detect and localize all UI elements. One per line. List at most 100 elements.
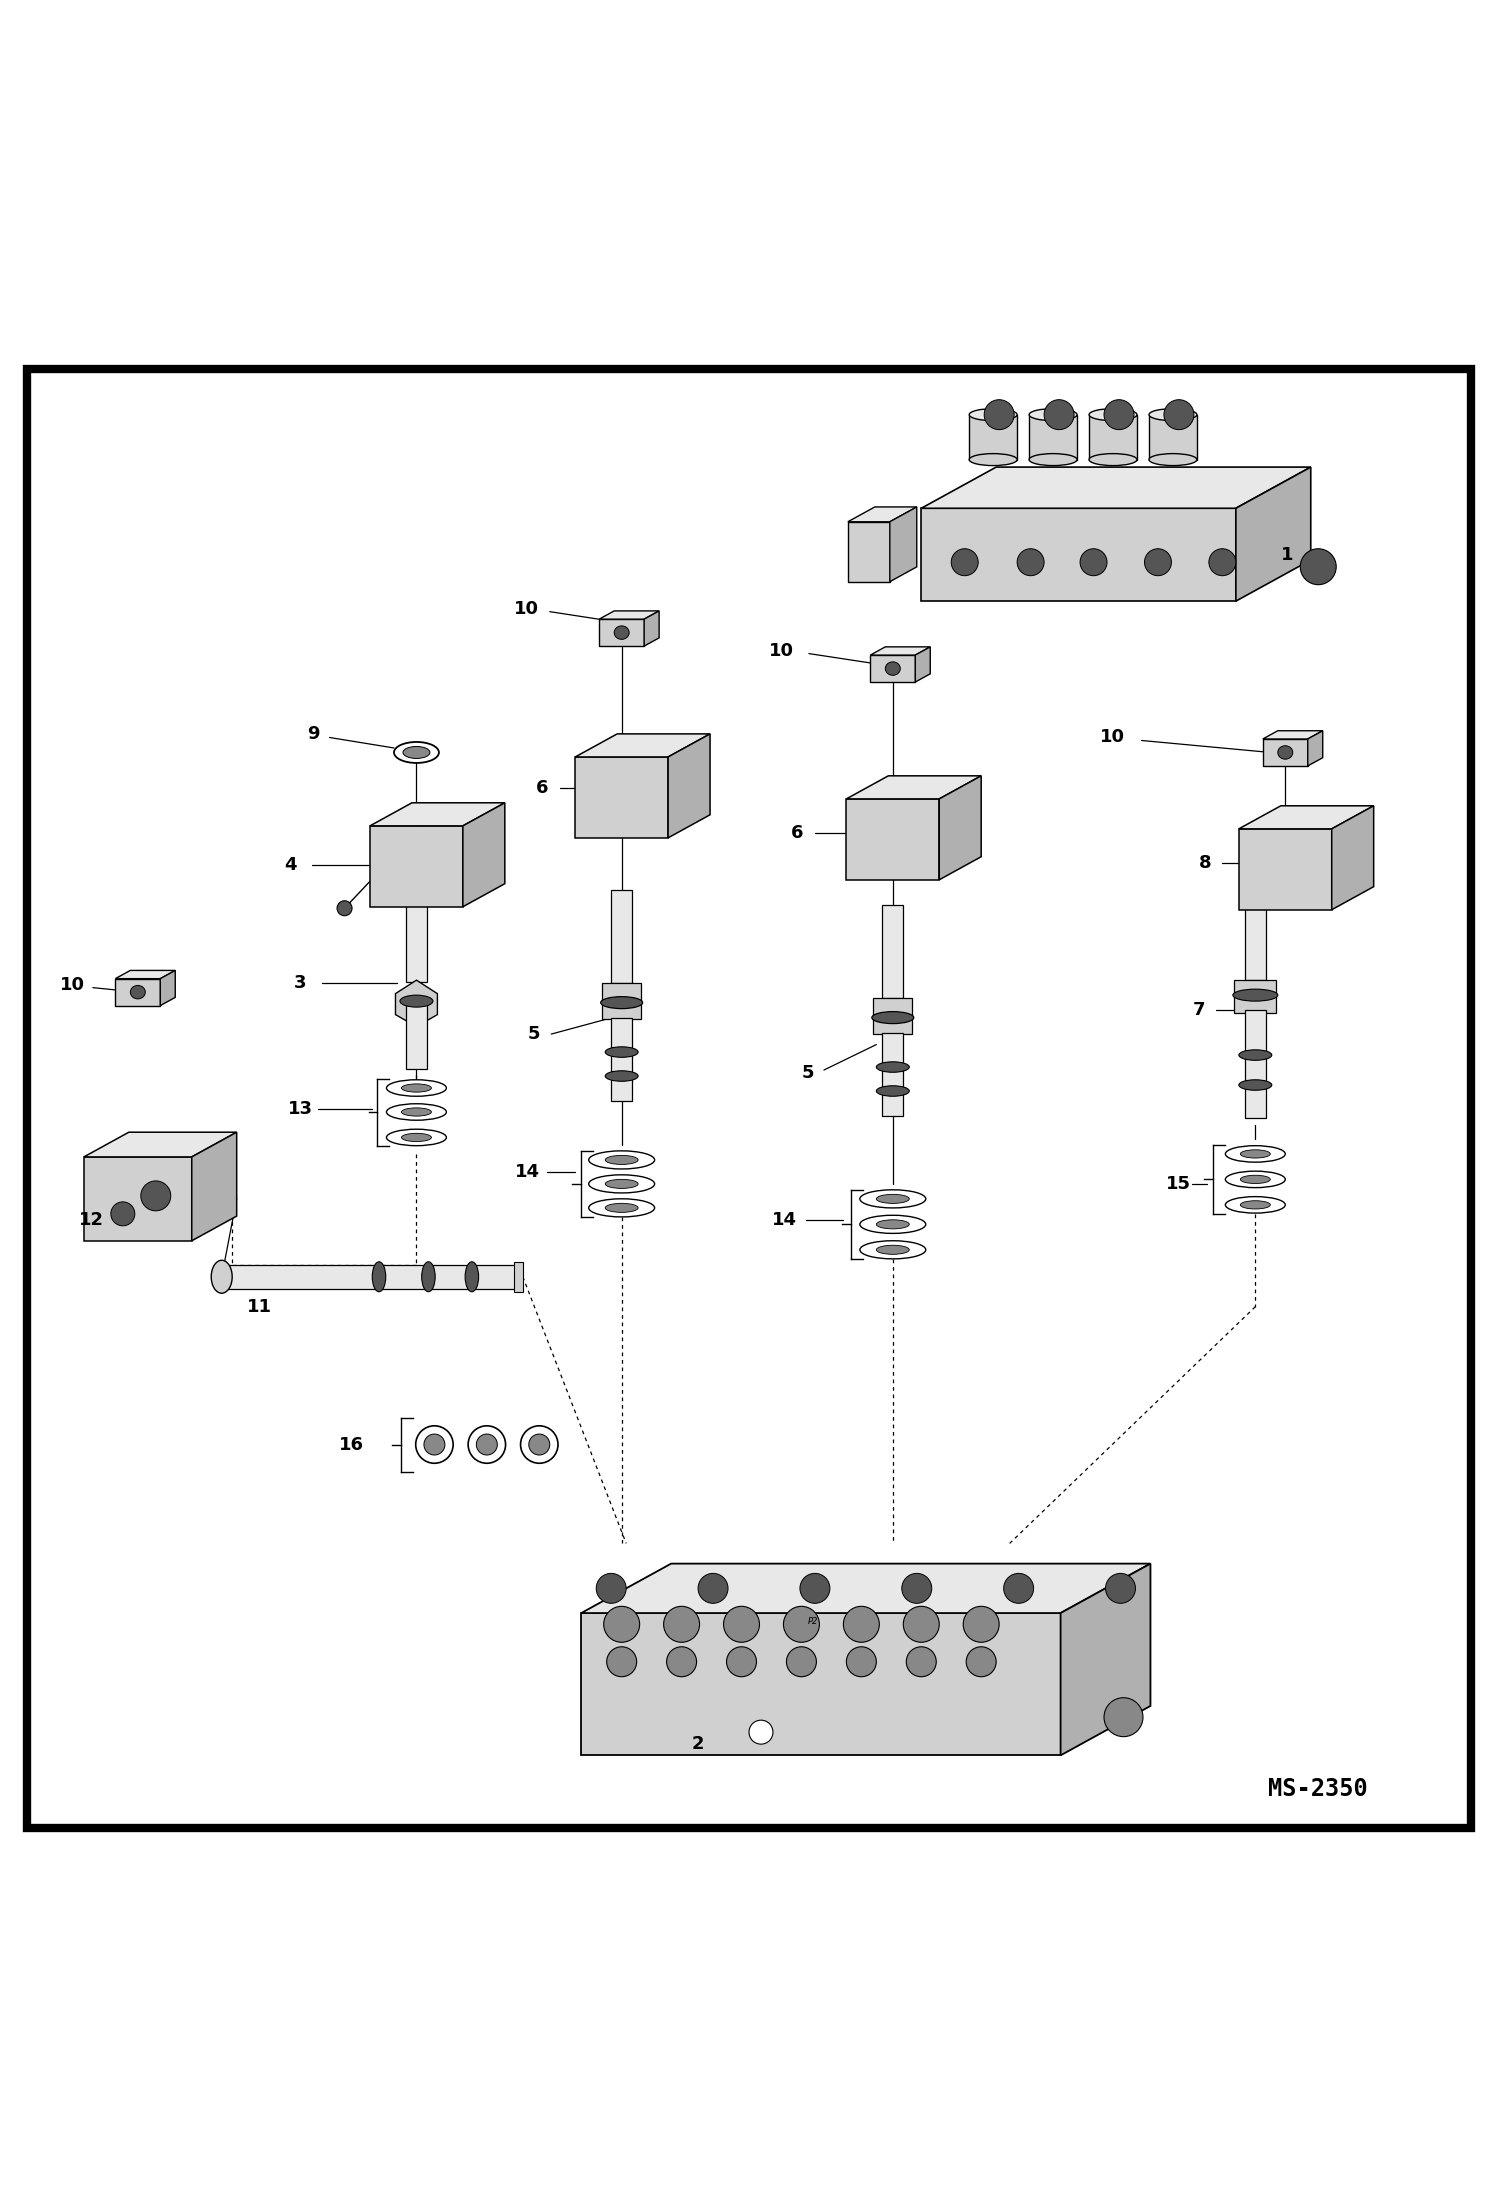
Bar [222,1264,521,1288]
Text: 10: 10 [60,976,85,994]
Circle shape [800,1573,830,1604]
Circle shape [846,1648,876,1676]
Polygon shape [1308,731,1323,766]
Polygon shape [463,803,505,906]
Circle shape [1209,548,1236,575]
Ellipse shape [386,1130,446,1145]
Polygon shape [915,647,930,682]
Bar [1234,981,1276,1014]
Ellipse shape [605,1047,638,1058]
Ellipse shape [860,1242,926,1259]
Polygon shape [575,733,710,757]
Ellipse shape [1029,408,1077,421]
Polygon shape [599,610,659,619]
Ellipse shape [614,625,629,638]
Circle shape [1300,548,1336,584]
Circle shape [1017,548,1044,575]
Text: 5: 5 [527,1025,539,1042]
Polygon shape [581,1564,1150,1613]
Ellipse shape [1278,746,1293,759]
Polygon shape [115,970,175,979]
Text: 5: 5 [801,1064,813,1082]
Ellipse shape [211,1259,232,1292]
Polygon shape [370,825,463,906]
Bar [611,891,632,983]
Text: 13: 13 [288,1099,313,1119]
Circle shape [902,1573,932,1604]
Ellipse shape [373,1262,386,1292]
Circle shape [607,1648,637,1676]
Bar [611,1018,632,1101]
Ellipse shape [401,1134,431,1141]
Ellipse shape [386,1104,446,1121]
Ellipse shape [876,1062,909,1073]
Circle shape [1004,1573,1034,1604]
Circle shape [783,1606,819,1643]
Text: MS-2350: MS-2350 [1269,1777,1368,1801]
Circle shape [604,1606,640,1643]
Bar [1089,415,1137,459]
Ellipse shape [969,454,1017,465]
Bar [406,891,427,981]
Polygon shape [160,970,175,1005]
Polygon shape [846,799,939,880]
Polygon shape [870,656,915,682]
Ellipse shape [1239,1079,1272,1090]
Polygon shape [1061,1564,1150,1755]
Bar [882,906,903,998]
Circle shape [903,1606,939,1643]
Text: 14: 14 [515,1163,541,1180]
Ellipse shape [885,663,900,676]
Text: 2: 2 [692,1735,704,1753]
Bar [1245,875,1266,981]
Circle shape [963,1606,999,1643]
Polygon shape [575,757,668,838]
Ellipse shape [1089,408,1137,421]
Ellipse shape [1240,1176,1270,1183]
Ellipse shape [1233,989,1278,1000]
Ellipse shape [876,1220,909,1229]
Circle shape [1164,399,1194,430]
Polygon shape [1263,739,1308,766]
Text: 15: 15 [1165,1174,1191,1194]
Circle shape [966,1648,996,1676]
Polygon shape [870,647,930,656]
Ellipse shape [605,1202,638,1213]
Polygon shape [1332,805,1374,911]
Ellipse shape [605,1156,638,1165]
Circle shape [141,1180,171,1211]
Ellipse shape [401,1084,431,1093]
Polygon shape [84,1156,192,1242]
Ellipse shape [1240,1150,1270,1158]
Text: 16: 16 [339,1435,364,1455]
Ellipse shape [394,742,439,764]
Ellipse shape [422,1262,434,1292]
Text: 6: 6 [791,825,803,842]
Text: 6: 6 [536,779,548,796]
Ellipse shape [876,1246,909,1255]
Bar [514,1262,523,1292]
Text: 1: 1 [1281,546,1293,564]
Polygon shape [644,610,659,645]
Circle shape [724,1606,759,1643]
Ellipse shape [605,1180,638,1189]
Bar [1149,415,1197,459]
Ellipse shape [860,1215,926,1233]
Circle shape [1104,1698,1143,1738]
Polygon shape [115,979,160,1005]
Polygon shape [846,777,981,799]
Text: 9: 9 [307,726,319,744]
Text: 10: 10 [1100,728,1125,746]
Circle shape [596,1573,626,1604]
Polygon shape [921,467,1311,509]
Circle shape [843,1606,879,1643]
Ellipse shape [969,408,1017,421]
Text: 3: 3 [294,974,306,992]
Ellipse shape [1225,1196,1285,1213]
Circle shape [727,1648,756,1676]
Polygon shape [1263,731,1323,739]
Polygon shape [1236,467,1311,601]
Bar [882,1033,903,1117]
Ellipse shape [1225,1172,1285,1187]
Circle shape [786,1648,816,1676]
